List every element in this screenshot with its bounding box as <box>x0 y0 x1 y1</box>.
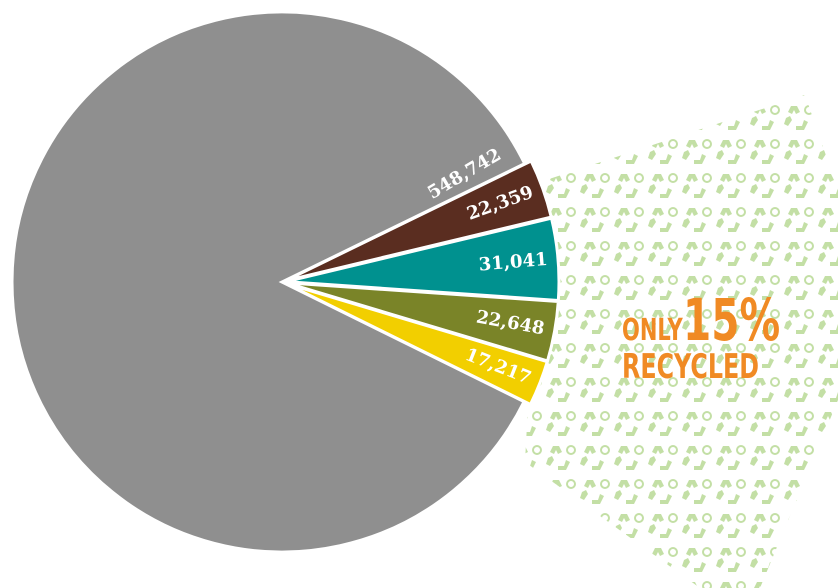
pie-slice <box>285 282 550 407</box>
annotation-recycled: RECYCLED <box>622 347 759 386</box>
pie-slice <box>10 10 527 554</box>
annotation-percent: 15% <box>683 287 780 354</box>
annotation: ONLY 15% RECYCLED <box>622 287 780 386</box>
recycle-background <box>525 95 838 588</box>
annotation-only: ONLY <box>622 313 683 348</box>
